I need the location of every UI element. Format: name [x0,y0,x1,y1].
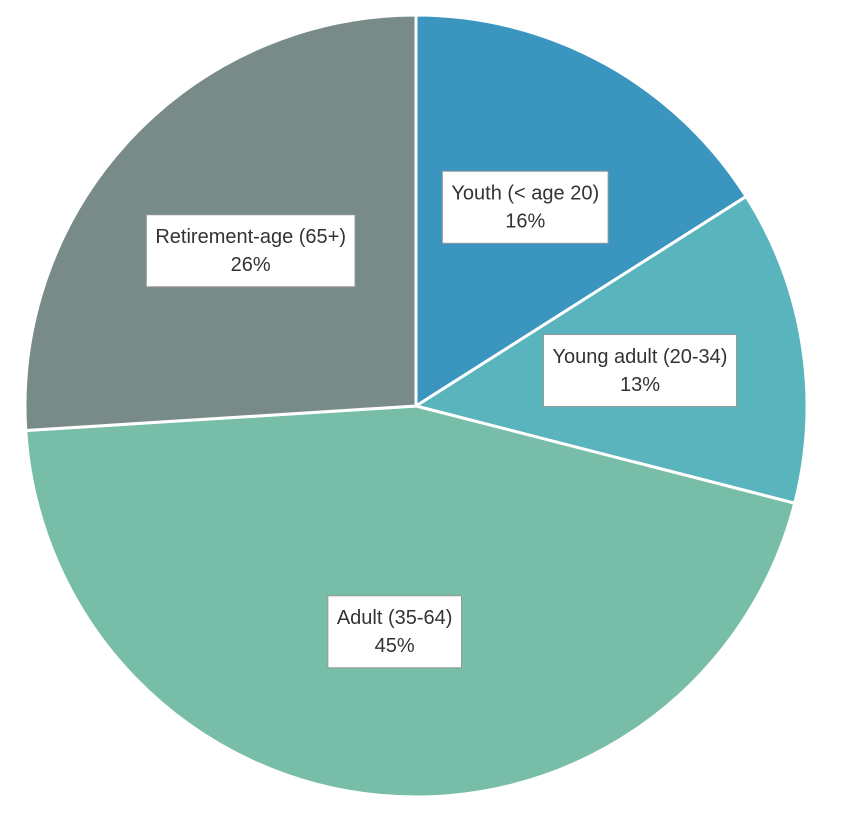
label-value: 16% [505,211,545,233]
label-box [145,214,356,288]
label-value: 45% [375,635,415,657]
label-box [543,334,737,408]
data-label: Young adult (20-34) 13% [543,334,737,408]
label-box [441,170,609,244]
data-label: Retirement-age (65+) 26% [145,214,356,288]
label-value: 13% [620,374,660,396]
label-category: Adult (35-64) [337,607,453,629]
data-label: Adult (35-64) 45% [327,595,462,669]
label-value: 26% [231,254,271,276]
data-label: Youth (< age 20) 16% [441,170,609,244]
label-category: Youth (< age 20) [451,183,599,205]
label-category: Retirement-age (65+) [155,226,346,248]
label-box [327,595,462,669]
label-category: Young adult (20-34) [553,346,728,368]
